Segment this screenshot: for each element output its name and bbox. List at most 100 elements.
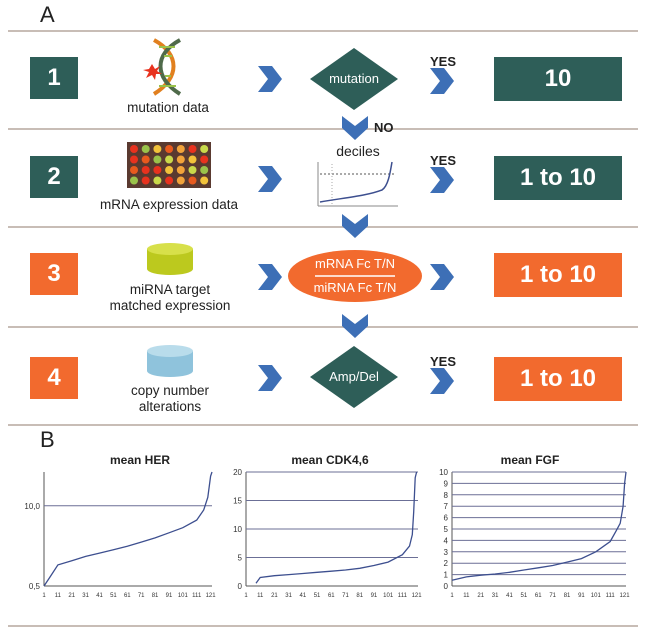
arrow-right-icon [258, 166, 282, 192]
y-tick-label: 5 [238, 554, 243, 563]
yes-label: YES [430, 54, 457, 69]
result-2-box: 1 to 10 [494, 156, 622, 200]
arrow-right-icon [430, 264, 454, 290]
y-tick-label: 1 [444, 571, 449, 580]
separator [8, 30, 638, 32]
arrow-down-icon [342, 214, 368, 238]
x-tick-label: 91 [371, 593, 378, 599]
x-tick-label: 121 [206, 593, 217, 599]
result-4-box: 1 to 10 [494, 357, 622, 401]
heatmap-cell [153, 155, 162, 164]
y-tick-label: 20 [233, 468, 242, 477]
arrow-down-icon [342, 116, 368, 140]
x-tick-label: 11 [463, 593, 470, 599]
y-tick-label: 10 [439, 468, 448, 477]
deciles-label: deciles [336, 143, 380, 159]
x-tick-label: 21 [68, 593, 75, 599]
chart-title-her: mean HER [109, 453, 171, 467]
x-tick-label: 111 [606, 593, 616, 599]
y-tick-label: 6 [444, 514, 449, 523]
y-tick-label: 7 [444, 502, 449, 511]
separator [8, 326, 638, 328]
heatmap-cell [130, 145, 138, 153]
ratio-ellipse [288, 250, 422, 302]
x-tick-label: 111 [192, 593, 202, 599]
y-tick-label: 8 [444, 491, 449, 500]
x-tick-label: 51 [110, 593, 117, 599]
mutation-decision-diamond [310, 48, 398, 110]
dna-icon [143, 38, 182, 96]
x-tick-label: 21 [271, 593, 278, 599]
x-tick-label: 51 [314, 593, 321, 599]
x-tick-label: 71 [342, 593, 349, 599]
expression-heatmap-icon [127, 142, 211, 188]
alterations-label: alterations [138, 399, 202, 414]
arrow-right-icon [258, 365, 282, 391]
y-tick-label: 3 [444, 548, 449, 557]
y-tick-label: 9 [444, 479, 449, 488]
heatmap-cell [141, 155, 150, 164]
x-tick-label: 61 [124, 593, 131, 599]
x-tick-label: 91 [578, 593, 585, 599]
matched-expression-label: matched expression [109, 298, 231, 313]
x-tick-label: 71 [138, 593, 145, 599]
heatmap-cell [200, 145, 209, 153]
heatmap-cell [130, 176, 138, 185]
mutation-decision-text: mutation [329, 71, 379, 86]
deciles-chart-icon [317, 161, 398, 207]
database-icon [147, 243, 193, 275]
x-tick-label: 121 [620, 593, 631, 599]
x-tick-label: 61 [328, 593, 335, 599]
yes-label: YES [430, 153, 457, 168]
x-tick-label: 1 [42, 593, 46, 599]
heatmap-cell [153, 166, 162, 174]
heatmap-cell [176, 155, 185, 164]
mirna-fc-label: miRNA Fc T/N [313, 280, 397, 295]
x-tick-label: 81 [564, 593, 571, 599]
result-1-box: 10 [494, 57, 622, 101]
x-tick-label: 81 [356, 593, 363, 599]
series-line [255, 471, 418, 584]
heatmap-cell [188, 176, 197, 185]
heatmap-cell [141, 176, 150, 185]
step-3-box: 3 [30, 253, 78, 295]
arrow-right-icon [430, 368, 454, 394]
y-tick-label: 2 [444, 559, 449, 568]
x-tick-label: 11 [55, 593, 62, 599]
heatmap-cell [165, 176, 174, 185]
step-2-box: 2 [30, 156, 78, 198]
step-4-box: 4 [30, 357, 78, 399]
step-1-box: 1 [30, 57, 78, 99]
heatmap-cell [176, 176, 185, 185]
x-tick-label: 101 [591, 593, 602, 599]
y-tick-label: 0,5 [29, 582, 41, 591]
heatmap-cell [188, 166, 197, 174]
heatmap-cell [188, 155, 197, 164]
mrna-expression-label: mRNA expression data [99, 197, 239, 212]
heatmap-cell [153, 145, 162, 153]
y-tick-label: 10,0 [24, 502, 40, 511]
x-tick-label: 1 [450, 593, 454, 599]
heatmap-cell [153, 176, 162, 185]
no-label: NO [374, 120, 394, 135]
y-tick-label: 0 [238, 582, 243, 591]
x-tick-label: 1 [244, 593, 248, 599]
database-icon [147, 345, 193, 377]
amp-del-text: Amp/Del [329, 369, 379, 384]
x-tick-label: 31 [285, 593, 292, 599]
x-tick-label: 101 [383, 593, 394, 599]
x-tick-label: 121 [412, 593, 423, 599]
mutation-data-label: mutation data [127, 100, 209, 115]
heatmap-cell [200, 166, 209, 174]
x-tick-label: 61 [535, 593, 542, 599]
x-tick-label: 11 [257, 593, 264, 599]
mrna-fc-label: mRNA Fc T/N [315, 256, 395, 271]
heatmap-cell [200, 176, 209, 185]
series-line [43, 471, 213, 587]
x-tick-label: 41 [506, 593, 513, 599]
panel-a-letter: A [40, 2, 55, 27]
series-line [451, 471, 627, 581]
y-tick-label: 0 [444, 582, 449, 591]
heatmap-cell [200, 155, 209, 164]
